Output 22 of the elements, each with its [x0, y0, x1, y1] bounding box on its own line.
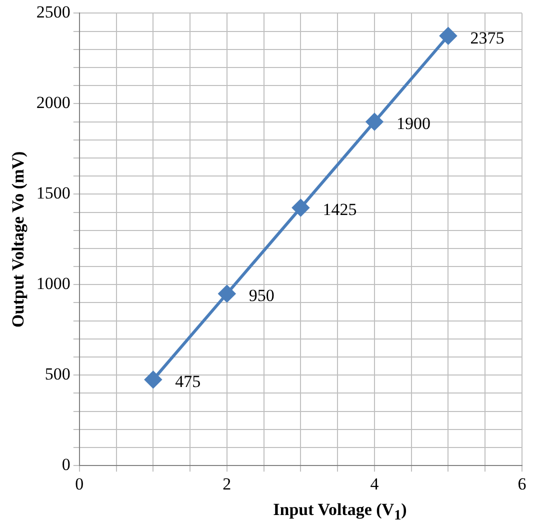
x-axis-title: Input Voltage (V$_{1}$): [272, 500, 408, 524]
y-tick-label: 1000: [36, 274, 70, 294]
data-label: 2375: [470, 28, 504, 48]
data-label: 1425: [322, 200, 357, 220]
x-tick-label: 4: [370, 474, 380, 494]
point: [366, 113, 383, 130]
point: [218, 285, 236, 302]
y-tick-label: 0: [62, 455, 70, 474]
x-tick-label: 2: [222, 474, 232, 494]
y-tick-label: 2000: [36, 93, 70, 112]
data-label: 950: [248, 286, 274, 306]
y-tick-label: 2500: [36, 2, 70, 22]
point: [292, 199, 310, 216]
y-tick-label: 1500: [36, 184, 70, 203]
x-tick-label: 0: [75, 474, 84, 494]
y-tick-label: 500: [44, 364, 70, 384]
point: [144, 371, 162, 388]
x-tick-label: 6: [518, 474, 526, 494]
y-axis-title: Output Voltage Vo (mV): [8, 151, 28, 328]
point: [440, 27, 457, 44]
data-label: 475: [175, 372, 201, 392]
data-label: 1900: [396, 114, 430, 134]
